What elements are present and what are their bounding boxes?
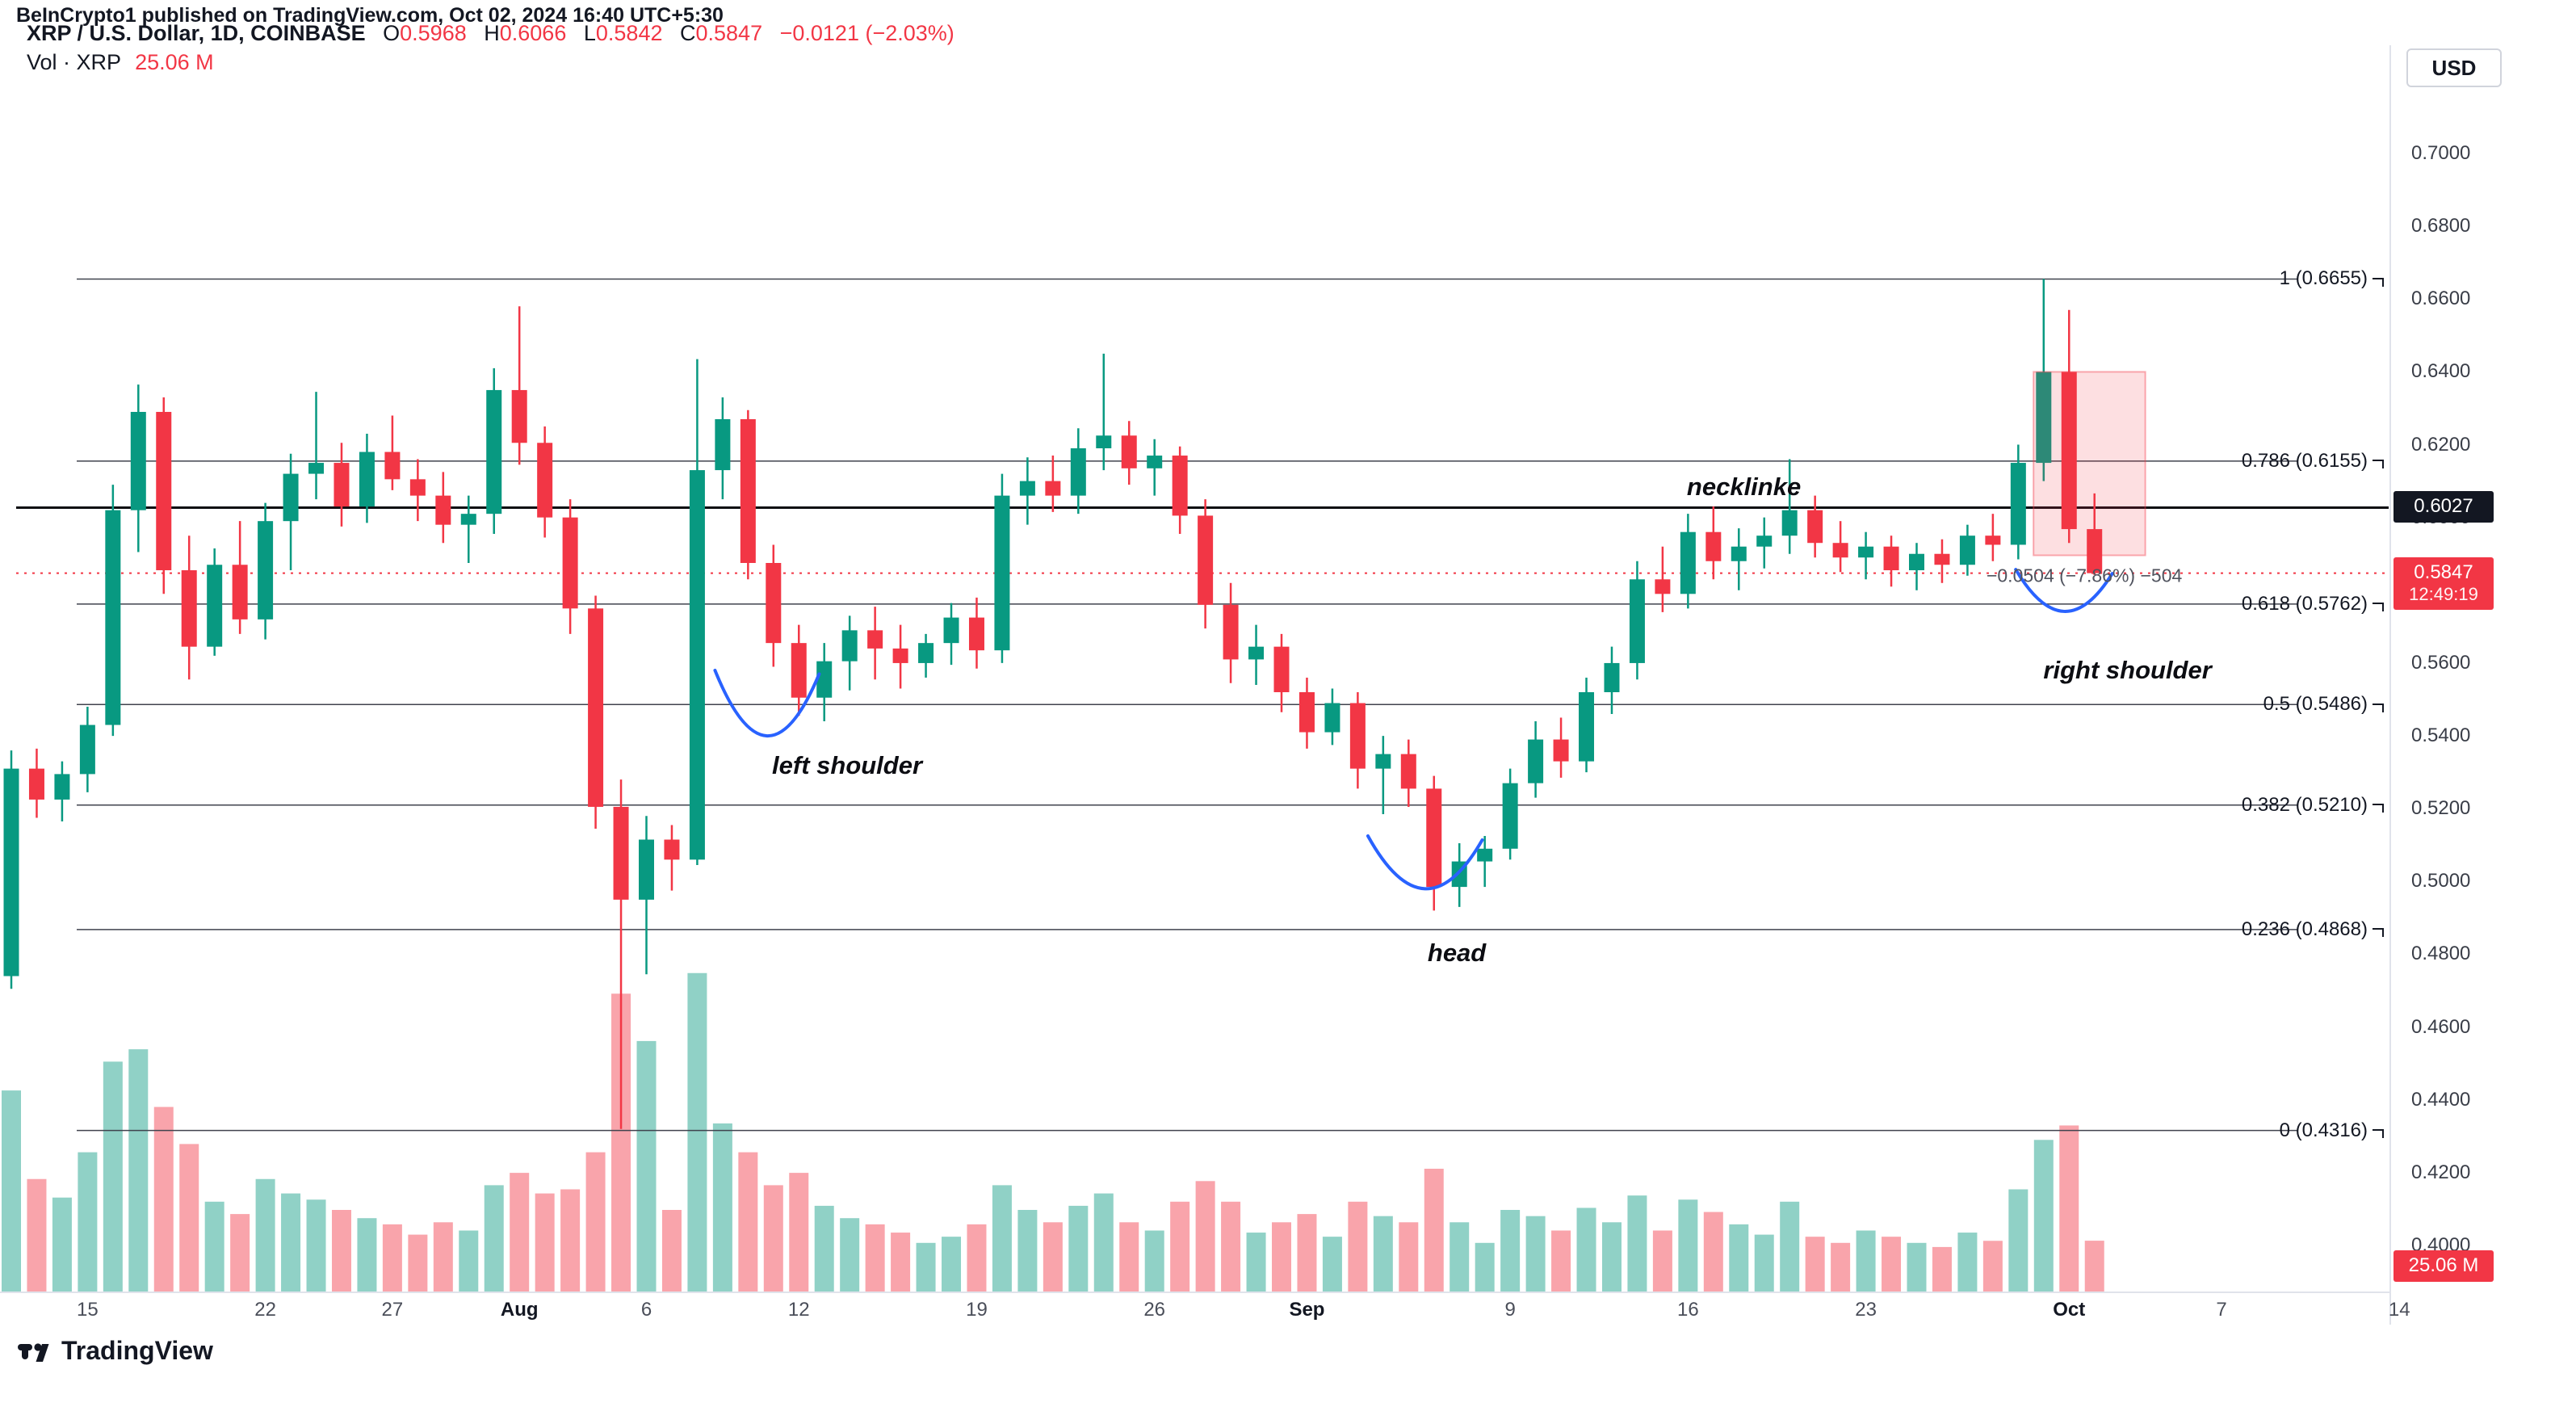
- time-axis-label: Sep: [1289, 1299, 1325, 1321]
- neckline-price-badge: 0.6027: [2393, 491, 2494, 523]
- left-shoulder-label[interactable]: left shoulder: [772, 751, 923, 780]
- candles: [3, 279, 2103, 1129]
- currency-toggle-button[interactable]: USD: [2406, 48, 2502, 87]
- axis-separators: [0, 45, 2391, 1325]
- high-label: H: [484, 21, 500, 45]
- volume-label: Vol · XRP: [27, 50, 121, 74]
- time-axis-label: 7: [2216, 1299, 2227, 1321]
- time-axis-label: 6: [640, 1299, 652, 1321]
- volume-legend: Vol · XRP 25.06 M: [27, 50, 214, 75]
- fib-level-label: 0.618 (0.5762): [2242, 593, 2384, 615]
- measure-label[interactable]: −0.0504 (−7.86%) −504: [1986, 565, 2183, 586]
- symbol-title[interactable]: XRP / U.S. Dollar, 1D, COINBASE: [27, 21, 366, 45]
- fib-retracement-lines[interactable]: [77, 278, 2297, 1132]
- time-axis-label: 9: [1504, 1299, 1516, 1321]
- price-axis-label: 0.4400: [2411, 1088, 2471, 1111]
- price-axis-label: 0.5000: [2411, 870, 2471, 892]
- price-axis-label: 0.6800: [2411, 215, 2471, 237]
- last-price-value: 0.5847: [2414, 561, 2473, 583]
- tradingview-logo-icon: [18, 1342, 49, 1362]
- time-axis-label: Aug: [500, 1299, 539, 1321]
- tradingview-logo[interactable]: TradingView: [18, 1336, 213, 1366]
- open-label: O: [383, 21, 401, 45]
- price-axis-label: 0.4600: [2411, 1015, 2471, 1038]
- price-axis-label: 0.6600: [2411, 288, 2471, 310]
- fib-level-label: 0.786 (0.6155): [2242, 450, 2384, 472]
- bar-countdown: 12:49:19: [2409, 584, 2478, 605]
- price-axis-label: 0.6200: [2411, 433, 2471, 456]
- high-value: 0.6066: [499, 21, 567, 45]
- fib-level-label: 0.5 (0.5486): [2263, 693, 2384, 716]
- fib-level-label: 1 (0.6655): [2280, 267, 2384, 290]
- time-axis-label: 15: [77, 1299, 99, 1321]
- close-label: C: [680, 21, 696, 45]
- pattern-arcs[interactable]: [713, 568, 2114, 891]
- tradingview-logo-text: TradingView: [61, 1336, 213, 1365]
- time-axis-label: 27: [381, 1299, 404, 1321]
- last-price-badge: 0.5847 12:49:19: [2393, 556, 2494, 610]
- close-value: 0.5847: [695, 21, 763, 45]
- fib-level-label: 0.382 (0.5210): [2242, 794, 2384, 817]
- left-shoulder-arc: [713, 668, 821, 737]
- open-value: 0.5968: [400, 21, 467, 45]
- time-axis-label: 16: [1677, 1299, 1699, 1321]
- price-range-box[interactable]: [2033, 371, 2146, 556]
- fib-level-label: 0 (0.4316): [2280, 1119, 2384, 1142]
- price-axis-label: 0.5600: [2411, 651, 2471, 674]
- time-axis-label: 23: [1855, 1299, 1877, 1321]
- symbol-legend[interactable]: XRP / U.S. Dollar, 1D, COINBASE O0.5968 …: [27, 21, 954, 46]
- low-label: L: [583, 21, 596, 45]
- price-axis-label: 0.6400: [2411, 360, 2471, 383]
- price-axis-label: 0.5200: [2411, 797, 2471, 820]
- change-value: −0.0121 (−2.03%): [779, 21, 954, 45]
- time-axis-label: 22: [254, 1299, 276, 1321]
- price-axis-label: 0.7000: [2411, 142, 2471, 164]
- volume-value: 25.06 M: [135, 50, 214, 74]
- time-axis-label: 12: [787, 1299, 810, 1321]
- right-shoulder-arc: [2014, 568, 2114, 613]
- head-arc: [1366, 834, 1484, 891]
- attribution-text: BeInCrypto1 published on TradingView.com…: [16, 4, 724, 27]
- low-value: 0.5842: [595, 21, 663, 45]
- head-label[interactable]: head: [1427, 939, 1487, 968]
- time-axis-label: Oct: [2053, 1299, 2086, 1321]
- time-axis-label: 26: [1143, 1299, 1166, 1321]
- fib-level-label: 0.236 (0.4868): [2242, 918, 2384, 941]
- volume-bars: [2, 972, 2104, 1292]
- volume-badge: 25.06 M: [2393, 1250, 2494, 1282]
- price-axis-label: 0.5400: [2411, 724, 2471, 747]
- price-axis-label: 0.4200: [2411, 1161, 2471, 1183]
- time-axis-label: 19: [966, 1299, 988, 1321]
- right-shoulder-label[interactable]: right shoulder: [2043, 655, 2212, 684]
- price-axis-label: 0.4800: [2411, 943, 2471, 965]
- time-axis-label: 14: [2388, 1299, 2410, 1321]
- neckline-label[interactable]: necklinke: [1686, 472, 1802, 501]
